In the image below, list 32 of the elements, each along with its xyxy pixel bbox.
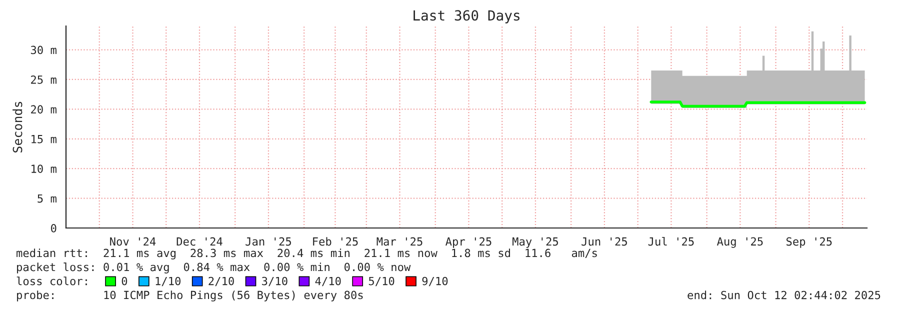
x-tick-label: Sep '25 (786, 237, 832, 248)
legend-label: 2/10 (208, 276, 234, 286)
legend-label: 4/10 (315, 276, 341, 286)
y-tick-label: 10 m (32, 164, 56, 173)
x-tick-label: May '25 (512, 237, 558, 248)
y-tick-label: 25 m (31, 75, 56, 84)
x-tick-label: Dec '24 (176, 237, 222, 246)
text: probe: 10 ICMP Echo Pings (56 Bytes) every 80s (17, 290, 363, 302)
x-tick-label: Mar '25 (376, 237, 422, 246)
text: packet loss: 0.01 % avg 0.84 % max 0.00 % min 0.00 % now (17, 262, 411, 274)
legend-label: 9/10 (422, 276, 448, 286)
legend-label: 5/10 (368, 276, 394, 286)
legend-label: 0 (122, 276, 128, 286)
y-tick-label: 15 m (32, 135, 56, 144)
x-tick-label: Apr '25 (446, 237, 492, 248)
x-tick-label: Nov '24 (110, 237, 156, 246)
legend-label: 3/10 (262, 276, 288, 286)
y-axis-title: Seconds (12, 102, 22, 152)
legend-title: loss color: (16, 276, 87, 286)
text: end: Sun Oct 12 02:44:02 2025 (688, 290, 880, 300)
legend-label: 1/10 (156, 276, 181, 286)
y-tick-label: 30 m (30, 46, 56, 54)
x-tick-label: Jan '25 (246, 237, 291, 246)
text: median rtt: 21.1 ms avg 28.3 ms max 20.4 ms min 21.1 ms now 1.8 ms sd 11.6 am/s (16, 248, 597, 260)
x-tick-label: Jun '25 (582, 237, 627, 246)
x-tick-label: Jul '25 (648, 237, 694, 246)
y-tick-label: 20 m (31, 105, 56, 114)
y-tick-label: 0 (51, 224, 56, 232)
y-tick-label: 5 m (38, 194, 56, 203)
x-tick-label: Aug '25 (716, 237, 763, 248)
chart-title: Last 360 Days (414, 10, 520, 24)
x-tick-label: Feb '25 (313, 237, 358, 246)
